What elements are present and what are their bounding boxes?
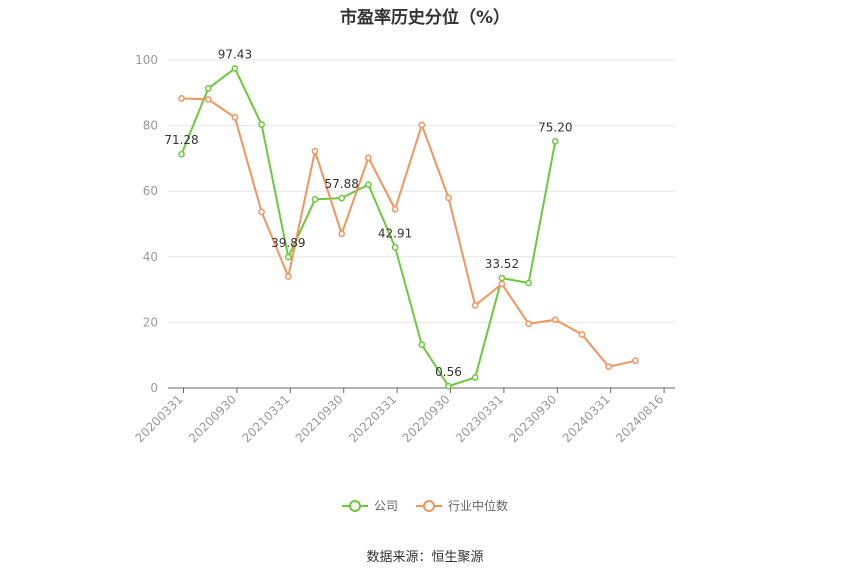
x-tick-label: 20220331: [346, 392, 399, 445]
chart-title: 市盈率历史分位（%）: [339, 8, 511, 28]
x-tick-label: 20210930: [293, 392, 346, 445]
data-point[interactable]: [258, 208, 265, 216]
data-point[interactable]: [605, 363, 613, 371]
data-point[interactable]: [445, 194, 452, 202]
x-tick-label: 20210331: [239, 392, 292, 445]
x-tick-label: 20240816: [613, 392, 666, 445]
series-line-1: [181, 97, 636, 368]
x-tick-label: 20230930: [506, 392, 559, 445]
data-point[interactable]: [632, 357, 639, 365]
data-point[interactable]: [204, 96, 212, 103]
y-tick-label: 20: [143, 315, 158, 329]
data-point[interactable]: [551, 316, 559, 324]
x-tick-label: 20230331: [453, 392, 506, 445]
data-point[interactable]: [525, 279, 532, 287]
y-tick-label: 100: [135, 53, 158, 67]
data-point[interactable]: [284, 273, 292, 280]
source-note: 数据来源：恒生聚源: [366, 550, 484, 565]
data-point[interactable]: [338, 194, 346, 202]
data-point[interactable]: [365, 181, 372, 188]
data-label: 75.20: [538, 120, 572, 134]
data-point[interactable]: [311, 196, 319, 203]
data-point[interactable]: [498, 274, 506, 282]
x-tick-label: 20200331: [133, 392, 186, 445]
data-point[interactable]: [204, 85, 212, 92]
data-point[interactable]: [284, 253, 292, 261]
data-label: 71.28: [164, 133, 198, 147]
data-label: 97.43: [218, 47, 252, 61]
data-point[interactable]: [418, 341, 426, 349]
data-label: 42.91: [378, 226, 412, 240]
data-point[interactable]: [311, 147, 319, 155]
legend-swatch: [416, 499, 442, 513]
legend-item-1[interactable]: 行业中位数: [416, 497, 508, 514]
y-tick-label: 60: [143, 184, 158, 198]
data-point[interactable]: [178, 150, 185, 158]
y-tick-label: 0: [150, 381, 158, 395]
data-point[interactable]: [471, 301, 479, 309]
data-label: 0.56: [435, 365, 462, 379]
data-point[interactable]: [258, 121, 265, 128]
data-point[interactable]: [231, 114, 239, 121]
data-point[interactable]: [391, 205, 399, 213]
y-tick-label: 80: [143, 119, 158, 133]
data-point[interactable]: [445, 382, 452, 390]
data-point[interactable]: [231, 65, 239, 72]
x-tick-label: 20200930: [186, 392, 239, 445]
data-point[interactable]: [418, 121, 426, 129]
data-point[interactable]: [471, 374, 479, 381]
data-point[interactable]: [178, 95, 185, 102]
legend: 公司 行业中位数: [0, 497, 850, 514]
data-point[interactable]: [338, 230, 346, 238]
legend-label: 行业中位数: [448, 499, 509, 513]
data-label: 33.52: [485, 257, 519, 271]
legend-item-0[interactable]: 公司: [341, 497, 398, 514]
legend-swatch: [341, 499, 368, 513]
x-tick-label: 20220930: [400, 392, 453, 445]
data-point[interactable]: [551, 137, 559, 145]
legend-label: 公司: [373, 499, 398, 513]
data-point[interactable]: [365, 154, 372, 162]
data-point[interactable]: [391, 243, 399, 251]
y-tick-label: 40: [143, 250, 158, 264]
data-point[interactable]: [525, 320, 532, 328]
data-point[interactable]: [498, 280, 506, 288]
data-label: 57.88: [325, 177, 359, 191]
x-tick-label: 20240331: [560, 392, 613, 445]
data-point[interactable]: [578, 331, 586, 338]
data-label: 39.89: [271, 236, 305, 250]
